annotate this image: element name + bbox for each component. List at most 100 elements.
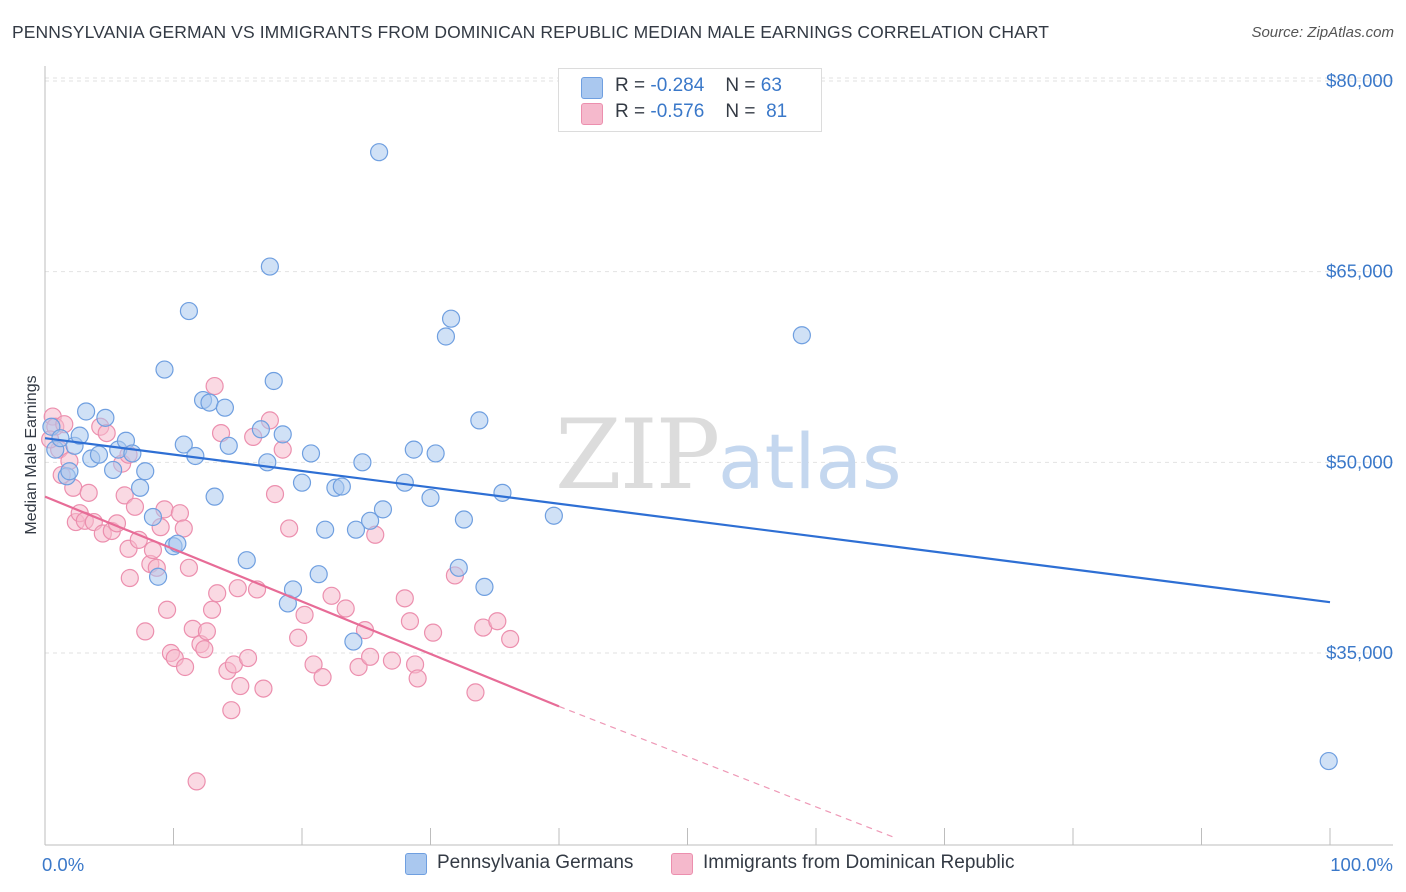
data-point-pennsylvania	[344, 632, 363, 651]
data-point-pennsylvania	[219, 436, 238, 455]
data-point-pennsylvania	[309, 565, 328, 584]
data-point-pennsylvania	[361, 511, 380, 530]
data-point-pennsylvania	[441, 309, 461, 328]
data-point-dominican	[466, 683, 485, 702]
data-point-dominican	[174, 519, 193, 538]
x-tick-label: 0.0%	[42, 854, 84, 875]
data-point-dominican	[289, 628, 308, 647]
trend-lines	[44, 437, 1331, 838]
data-point-pennsylvania	[264, 371, 283, 391]
y-tick-label: $50,000	[1326, 451, 1393, 472]
data-point-dominican	[195, 640, 214, 659]
data-point-dominican	[488, 612, 507, 631]
data-point-dominican	[501, 629, 520, 649]
data-point-pennsylvania	[301, 444, 321, 463]
legend-r-value: -0.576	[650, 101, 705, 122]
axis-layer: $35,000 $50,000 $65,000 $80,000 0.0% 100.0%	[42, 66, 1393, 875]
legend-label-dominican: Immigrants from Dominican Republic	[703, 852, 1015, 873]
data-point-pennsylvania	[426, 444, 445, 463]
data-point-dominican	[273, 440, 292, 459]
data-point-pennsylvania	[89, 445, 109, 464]
data-point-dominican	[265, 485, 285, 504]
watermark-atlas: atlas	[718, 417, 902, 506]
data-point-dominican	[313, 668, 332, 687]
data-point-pennsylvania	[404, 440, 423, 459]
data-point-pennsylvania	[77, 402, 96, 421]
trend-line-dominican-extension	[558, 705, 894, 838]
legend-r-value: -0.284	[650, 75, 705, 96]
data-point-dominican	[280, 519, 299, 538]
chart-title: PENNSYLVANIA GERMAN VS IMMIGRANTS FROM D…	[12, 22, 1050, 42]
data-point-pennsylvania	[273, 425, 292, 444]
data-point-dominican	[254, 679, 273, 698]
data-point-pennsylvania	[475, 577, 494, 597]
data-point-pennsylvania	[353, 453, 372, 472]
data-point-pennsylvania	[316, 520, 335, 539]
data-point-dominican	[295, 605, 314, 624]
data-point-pennsylvania	[421, 488, 440, 508]
data-point-pennsylvania	[179, 301, 199, 321]
data-point-pennsylvania	[436, 327, 456, 346]
y-tick-label: $80,000	[1326, 70, 1393, 91]
data-point-pennsylvania	[60, 462, 79, 481]
data-point-dominican	[157, 600, 177, 619]
y-tick-label: $65,000	[1326, 261, 1393, 282]
source-credit: Source: ZipAtlas.com	[1251, 24, 1394, 41]
data-point-pennsylvania	[237, 551, 256, 570]
data-point-dominican	[228, 579, 247, 598]
legend-r-label: R =	[615, 101, 646, 122]
trend-line-dominican	[44, 495, 560, 708]
legend-swatch-pink	[581, 103, 603, 125]
data-point-pennsylvania	[544, 506, 563, 525]
legend-swatch-pink	[671, 853, 693, 875]
legend-n-value: 81	[766, 101, 788, 122]
watermark: ZIP atlas	[555, 399, 902, 511]
data-point-pennsylvania	[205, 487, 224, 506]
data-point-pennsylvania	[136, 462, 155, 481]
y-axis-label: Median Male Earnings	[23, 375, 40, 534]
data-point-dominican	[349, 657, 368, 677]
data-point-pennsylvania	[96, 408, 115, 427]
data-point-dominican	[197, 622, 217, 641]
legend-n-label: N =	[725, 75, 756, 96]
data-point-pennsylvania	[470, 411, 489, 430]
data-point-pennsylvania	[70, 426, 89, 445]
data-point-pennsylvania	[454, 510, 474, 529]
legend-n-value: 63	[760, 75, 782, 96]
data-point-pennsylvania	[200, 393, 219, 412]
watermark-zip: ZIP	[555, 399, 718, 511]
data-point-pennsylvania	[792, 326, 811, 345]
data-point-pennsylvania	[174, 435, 193, 454]
data-point-dominican	[175, 657, 195, 677]
data-point-dominican	[115, 486, 134, 505]
data-point-dominican	[304, 655, 323, 674]
data-point-pennsylvania	[148, 567, 168, 586]
legend-swatch-blue	[581, 77, 603, 99]
data-point-pennsylvania	[155, 360, 174, 379]
trend-line-pennsylvania	[44, 437, 1331, 604]
data-point-dominican	[238, 648, 258, 668]
data-point-dominican	[179, 558, 199, 577]
data-point-dominican	[400, 612, 420, 631]
data-point-dominican	[97, 423, 116, 443]
data-point-pennsylvania	[104, 460, 123, 480]
data-point-dominican	[208, 584, 227, 603]
data-point-dominican	[361, 647, 380, 666]
data-point-pennsylvania	[332, 477, 351, 496]
x-tick-label: 100.0%	[1330, 854, 1393, 875]
data-point-dominican	[187, 772, 206, 791]
data-point-dominican	[336, 599, 355, 618]
data-point-pennsylvania	[292, 473, 312, 492]
data-point-pennsylvania	[370, 143, 389, 162]
legend-swatch-blue	[405, 853, 427, 875]
data-point-dominican	[205, 376, 224, 396]
data-point-dominican	[222, 701, 241, 720]
data-point-pennsylvania	[130, 478, 150, 497]
data-point-pennsylvania	[346, 520, 366, 539]
data-point-dominican	[395, 589, 414, 608]
data-point-dominican	[408, 669, 427, 688]
data-point-dominican	[322, 586, 341, 605]
legend-n-label: N =	[725, 101, 756, 122]
data-point-pennsylvania	[493, 483, 512, 502]
